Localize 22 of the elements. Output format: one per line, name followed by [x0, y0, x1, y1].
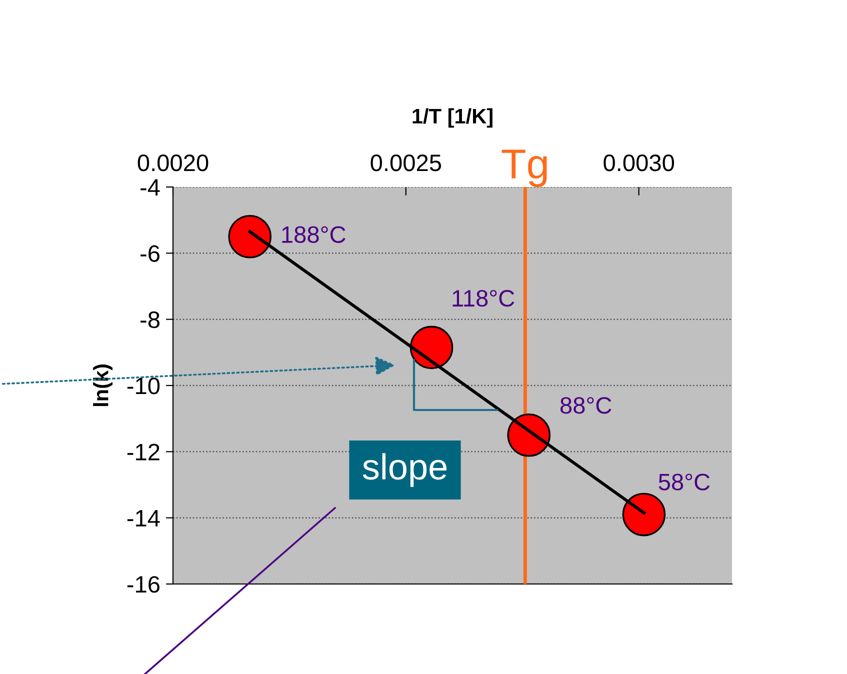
y-tick-label: -10 [127, 378, 160, 394]
annotation: 88°C [560, 397, 612, 414]
point [410, 326, 454, 370]
annotation: 58°C [658, 474, 710, 490]
ref-line-label: Tg [502, 150, 547, 187]
point [622, 492, 666, 536]
y-tick-label: -6 [140, 245, 160, 262]
y-tick-label: -4 [140, 179, 160, 196]
point [228, 214, 272, 258]
annotation: 188°C [282, 226, 346, 243]
x-tick-label: 0.0030 [604, 154, 674, 172]
y-tick-label: -12 [127, 444, 160, 460]
y-tick-label: -16 [127, 576, 160, 593]
y-tick-label: -14 [127, 510, 160, 526]
y-tick-label: -8 [140, 311, 160, 328]
y-axis-title: ln(k) [93, 364, 112, 406]
point [507, 413, 551, 457]
annotation: slope [362, 453, 447, 487]
x-tick-label: 0.0025 [370, 154, 442, 172]
x-axis-title: 1/T [1/K] [412, 108, 492, 128]
annotation: 118°C [452, 290, 514, 307]
x-tick-label: 0.0020 [138, 154, 208, 172]
